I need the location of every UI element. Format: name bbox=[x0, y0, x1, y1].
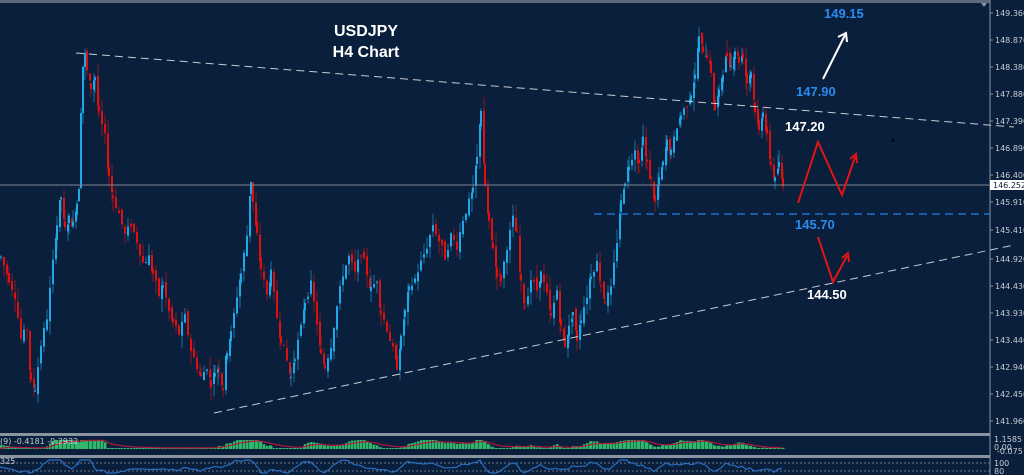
svg-text:149.360: 149.360 bbox=[995, 9, 1024, 18]
macd-panel bbox=[0, 439, 785, 449]
svg-text:144.430: 144.430 bbox=[995, 282, 1024, 291]
svg-text:148.380: 148.380 bbox=[995, 63, 1024, 72]
tick-148-870: 148.870 bbox=[990, 36, 1024, 45]
macd-scale-top: 1.1585 bbox=[994, 435, 1022, 444]
tick-145-910: 145.910 bbox=[990, 198, 1024, 207]
svg-text:141.960: 141.960 bbox=[995, 417, 1024, 426]
tick-147-390: 147.390 bbox=[990, 117, 1024, 126]
svg-text:146.890: 146.890 bbox=[995, 144, 1024, 153]
macd-scale-bottom: -0.075 bbox=[997, 447, 1023, 456]
rsi-panel-separator[interactable] bbox=[0, 455, 990, 458]
zigzag-scenario-arrow-icon bbox=[797, 139, 858, 204]
tick-149-360: 149.360 bbox=[990, 9, 1024, 18]
svg-text:143.440: 143.440 bbox=[995, 336, 1024, 345]
svg-text:143.930: 143.930 bbox=[995, 309, 1024, 318]
target-label-147-90: 147.90 bbox=[796, 84, 836, 99]
tick-145-410: 145.410 bbox=[990, 226, 1024, 235]
lower-trendline[interactable] bbox=[213, 244, 1015, 414]
rsi-level-low-label: 80 bbox=[994, 467, 1004, 475]
tick-142-940: 142.940 bbox=[990, 363, 1024, 372]
tick-148-380: 148.380 bbox=[990, 63, 1024, 72]
candlestick-series bbox=[0, 27, 784, 404]
tick-147-880: 147.880 bbox=[990, 90, 1024, 99]
dip-scenario-arrow-icon bbox=[817, 236, 850, 285]
rsi-value: 325 bbox=[0, 457, 15, 466]
chart-subtitle: H4 Chart bbox=[333, 44, 400, 61]
level-label-147-20: 147.20 bbox=[785, 119, 825, 134]
tick-142-450: 142.450 bbox=[990, 390, 1024, 399]
tick-144-430: 144.430 bbox=[990, 282, 1024, 291]
price-axis[interactable]: 149.360 148.870 148.380 147.880 147.390 … bbox=[990, 9, 1024, 426]
tick-143-930: 143.930 bbox=[990, 309, 1024, 318]
tick-146-400: 146.400 bbox=[990, 171, 1024, 180]
tick-146-890: 146.890 bbox=[990, 144, 1024, 153]
support-label-145-70: 145.70 bbox=[795, 217, 835, 232]
macd-scale-zero: 0.00 bbox=[994, 443, 1012, 452]
support-label-144-50: 144.50 bbox=[807, 287, 847, 302]
chart-shift-marker-icon[interactable] bbox=[981, 3, 987, 7]
svg-text:146.252: 146.252 bbox=[993, 181, 1024, 190]
rsi-line bbox=[0, 459, 783, 474]
svg-text:147.390: 147.390 bbox=[995, 117, 1024, 126]
svg-text:146.400: 146.400 bbox=[995, 171, 1024, 180]
rsi-level-high-label: 100 bbox=[994, 459, 1009, 468]
macd-panel-separator[interactable] bbox=[0, 433, 990, 436]
tick-143-440: 143.440 bbox=[990, 336, 1024, 345]
svg-text:148.870: 148.870 bbox=[995, 36, 1024, 45]
target-label-149-15: 149.15 bbox=[824, 6, 864, 21]
svg-text:144.920: 144.920 bbox=[995, 255, 1024, 264]
cursor-mark bbox=[892, 139, 894, 142]
svg-text:147.880: 147.880 bbox=[995, 90, 1024, 99]
svg-text:142.450: 142.450 bbox=[995, 390, 1024, 399]
chart-title: USDJPY bbox=[334, 23, 398, 40]
svg-text:145.410: 145.410 bbox=[995, 226, 1024, 235]
tick-144-920: 144.920 bbox=[990, 255, 1024, 264]
bullish-arrow-icon bbox=[822, 31, 848, 80]
svg-text:145.910: 145.910 bbox=[995, 198, 1024, 207]
top-border bbox=[0, 0, 990, 3]
svg-text:142.940: 142.940 bbox=[995, 363, 1024, 372]
upper-trendline[interactable] bbox=[75, 52, 1015, 128]
current-price-tag: 146.252 bbox=[990, 180, 1024, 190]
tick-141-960: 141.960 bbox=[990, 417, 1024, 426]
macd-values: (9) -0.4181 -0.2932 bbox=[0, 437, 78, 446]
